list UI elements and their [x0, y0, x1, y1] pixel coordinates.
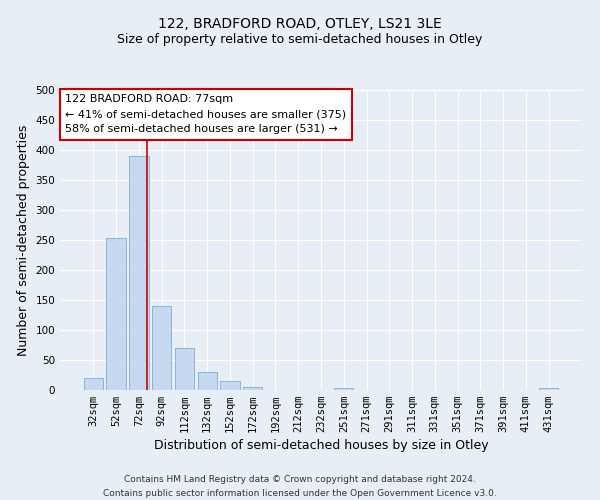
- Text: Size of property relative to semi-detached houses in Otley: Size of property relative to semi-detach…: [118, 32, 482, 46]
- Y-axis label: Number of semi-detached properties: Number of semi-detached properties: [17, 124, 30, 356]
- Text: Contains HM Land Registry data © Crown copyright and database right 2024.
Contai: Contains HM Land Registry data © Crown c…: [103, 476, 497, 498]
- Bar: [220, 381, 239, 390]
- Bar: [539, 388, 558, 390]
- Bar: [175, 348, 194, 390]
- Bar: [84, 378, 103, 390]
- Bar: [197, 372, 217, 390]
- X-axis label: Distribution of semi-detached houses by size in Otley: Distribution of semi-detached houses by …: [154, 440, 488, 452]
- Bar: [152, 306, 172, 390]
- Bar: [334, 388, 353, 390]
- Bar: [106, 238, 126, 390]
- Bar: [129, 156, 149, 390]
- Text: 122, BRADFORD ROAD, OTLEY, LS21 3LE: 122, BRADFORD ROAD, OTLEY, LS21 3LE: [158, 18, 442, 32]
- Text: 122 BRADFORD ROAD: 77sqm
← 41% of semi-detached houses are smaller (375)
58% of : 122 BRADFORD ROAD: 77sqm ← 41% of semi-d…: [65, 94, 346, 134]
- Bar: [243, 387, 262, 390]
